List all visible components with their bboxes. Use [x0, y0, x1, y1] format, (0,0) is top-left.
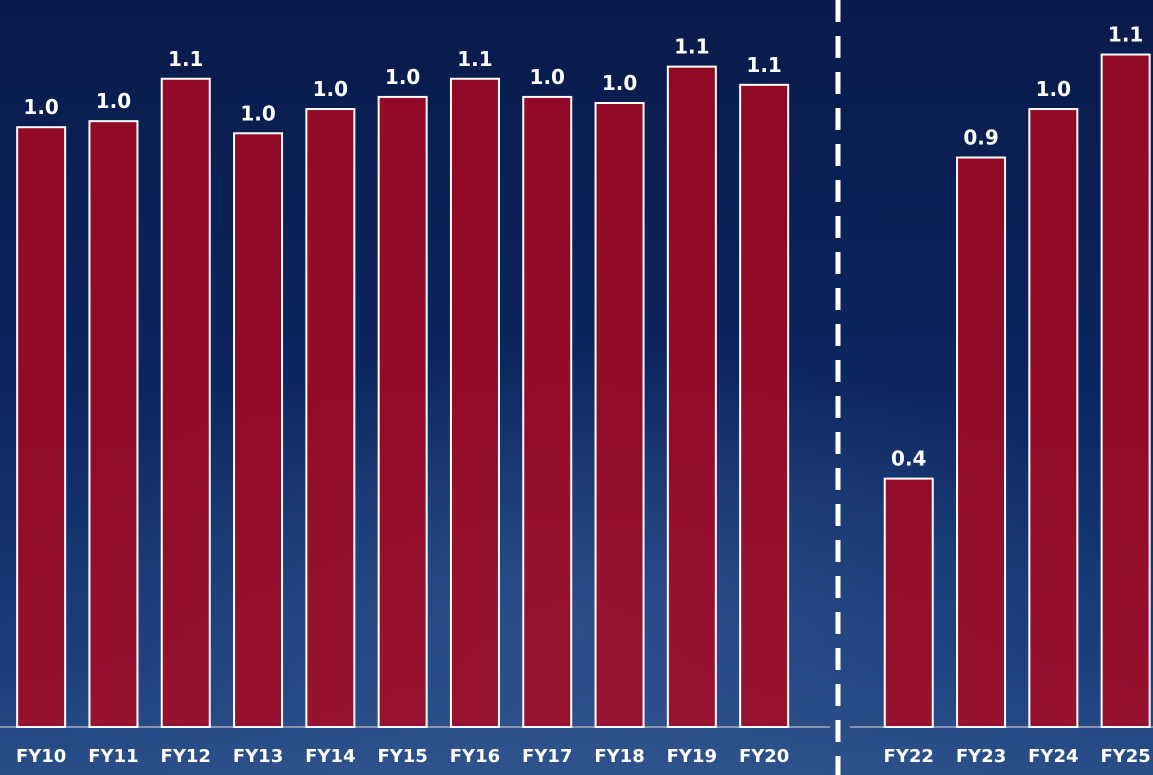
x-tick-label: FY22: [884, 746, 934, 767]
value-label: 1.1: [674, 35, 709, 59]
value-label: 0.9: [963, 126, 998, 150]
bar: [956, 156, 1007, 728]
value-label: 0.4: [891, 447, 926, 471]
bar: [883, 477, 934, 728]
bar: [1028, 108, 1079, 729]
x-tick-label: FY20: [739, 746, 789, 767]
value-label: 1.1: [746, 53, 781, 77]
x-tick-label: FY11: [88, 746, 138, 767]
x-tick-label: FY14: [305, 746, 355, 767]
bar: [305, 108, 356, 729]
x-tick-label: FY23: [956, 746, 1006, 767]
value-label: 1.1: [168, 47, 203, 71]
value-label: 1.0: [23, 95, 58, 119]
value-label: 1.0: [1036, 77, 1071, 101]
x-tick-label: FY16: [450, 746, 500, 767]
bar: [739, 83, 790, 729]
x-tick-label: FY10: [16, 746, 66, 767]
x-tick-label: FY24: [1028, 746, 1078, 767]
bar: [594, 101, 645, 729]
value-label: 1.1: [457, 47, 492, 71]
x-tick-label: FY15: [377, 746, 427, 767]
value-label: 1.0: [530, 65, 565, 89]
bar: [449, 77, 500, 728]
bar: [160, 77, 211, 728]
bar: [1100, 53, 1151, 728]
value-label: 1.0: [385, 65, 420, 89]
x-tick-label: FY12: [161, 746, 211, 767]
bar: [666, 65, 717, 729]
x-tick-label: FY25: [1100, 746, 1150, 767]
value-label: 1.0: [96, 89, 131, 113]
x-tick-label: FY19: [667, 746, 717, 767]
x-tick-label: FY18: [594, 746, 644, 767]
x-tick-label: FY17: [522, 746, 572, 767]
value-label: 1.0: [240, 101, 275, 125]
bar: [233, 132, 284, 729]
bar: [522, 95, 573, 728]
bar: [16, 126, 67, 729]
bar: [88, 120, 139, 728]
value-label: 1.1: [1108, 23, 1143, 47]
bar: [377, 95, 428, 728]
value-label: 1.0: [313, 77, 348, 101]
x-tick-label: FY13: [233, 746, 283, 767]
value-label: 1.0: [602, 71, 637, 95]
